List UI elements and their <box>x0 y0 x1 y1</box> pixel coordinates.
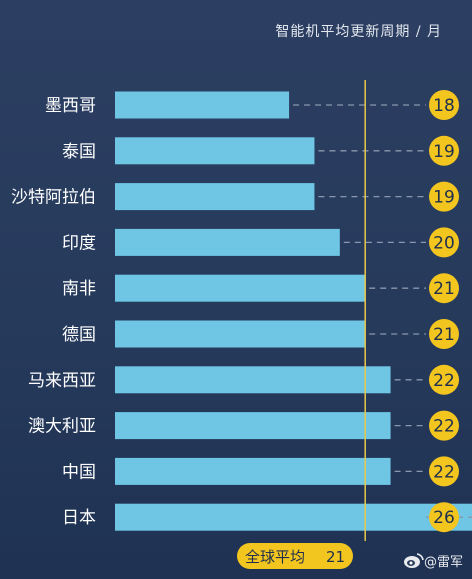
bar <box>115 457 391 485</box>
category-label: 日本 <box>62 508 96 528</box>
chart-title: 智能机平均更新周期 / 月 <box>275 24 442 40</box>
value-badge <box>429 410 459 441</box>
value-badge <box>429 502 459 533</box>
bar-row: 德国 21 <box>62 319 459 349</box>
bar <box>115 274 366 302</box>
value-label: 19 <box>433 188 455 208</box>
value-label: 21 <box>433 325 455 345</box>
reference-label: 全球平均 <box>245 548 305 566</box>
category-label: 德国 <box>62 325 96 345</box>
bars-layer: 墨西哥 18 泰国 19 沙特阿拉伯 19 印度 20 南非 21 德国 21 马来西亚 22 澳大利亚 22… <box>11 90 472 533</box>
value-label: 22 <box>433 462 455 482</box>
bar-row: 马来西亚 22 <box>28 364 459 395</box>
category-label: 马来西亚 <box>28 371 96 391</box>
watermark-text: @雷军 <box>424 555 463 570</box>
weibo-logo-icon <box>404 553 424 568</box>
reference-value: 21 <box>326 548 345 566</box>
value-badge <box>429 364 459 395</box>
bar <box>115 228 340 256</box>
bar-row: 澳大利亚 22 <box>28 410 459 441</box>
category-label: 中国 <box>62 462 96 482</box>
bar <box>115 412 391 440</box>
reference-badge <box>237 543 353 569</box>
category-label: 印度 <box>62 233 96 253</box>
reference-layer: 全球平均 21 <box>237 80 366 569</box>
value-badge <box>429 456 459 487</box>
bar-row: 沙特阿拉伯 19 <box>11 181 459 212</box>
value-badge <box>429 135 459 166</box>
category-label: 澳大利亚 <box>28 417 96 437</box>
value-badge <box>429 319 459 349</box>
value-badge <box>429 273 459 304</box>
bar-row: 印度 20 <box>62 227 459 258</box>
bar <box>115 366 391 394</box>
bar-row: 墨西哥 18 <box>45 90 459 120</box>
value-label: 19 <box>433 142 455 162</box>
value-label: 22 <box>433 371 455 391</box>
category-label: 泰国 <box>62 142 96 162</box>
value-badge <box>429 227 459 258</box>
bar <box>115 503 472 531</box>
value-badge <box>429 90 459 120</box>
bar <box>115 137 315 165</box>
category-label: 南非 <box>62 279 96 299</box>
category-label: 墨西哥 <box>45 96 96 116</box>
watermark: @雷军 <box>404 553 463 570</box>
value-label: 22 <box>433 417 455 437</box>
value-label: 18 <box>433 96 455 116</box>
bar-row: 南非 21 <box>62 273 459 304</box>
bar <box>115 320 366 348</box>
value-badge <box>429 181 459 212</box>
bar-row: 泰国 19 <box>62 135 459 166</box>
value-label: 20 <box>433 233 455 253</box>
value-label: 26 <box>433 508 455 528</box>
value-label: 21 <box>433 279 455 299</box>
category-label: 沙特阿拉伯 <box>11 188 96 208</box>
bar-row: 日本 26 <box>62 502 472 533</box>
bar <box>115 183 315 211</box>
bar-row: 中国 22 <box>62 456 459 487</box>
bar <box>115 91 290 119</box>
